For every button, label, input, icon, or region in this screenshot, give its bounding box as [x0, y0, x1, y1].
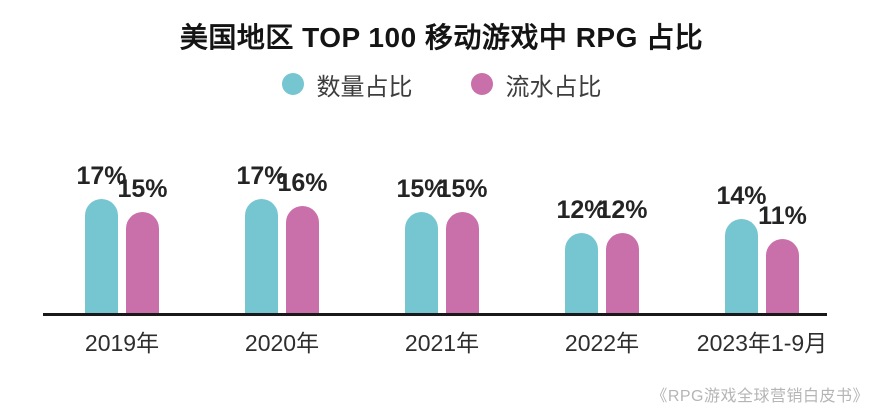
source-citation: 《RPG游戏全球营销白皮书》 [651, 388, 869, 405]
bar-quantity-share [245, 199, 278, 313]
x-axis-line: 17% 15% 17% 16% 15% 15% 12% 12% 14% 11% [43, 103, 827, 316]
x-axis-label-box: 2023年1-9月 [697, 324, 827, 358]
bar-column-revenue-share: 15% [437, 175, 488, 313]
bar-group: 14% 11% [716, 182, 807, 313]
legend-swatch-icon-quantity-share [281, 73, 304, 95]
bar-revenue-share [766, 239, 799, 313]
legend-item-revenue-share: 流水占比 [470, 67, 602, 102]
bar-revenue-share [126, 212, 159, 313]
bar-column-quantity-share: 17% [76, 162, 127, 313]
legend-swatch-icon-revenue-share [470, 73, 493, 95]
bar-revenue-share [606, 233, 639, 313]
bar-value-label: 17% [236, 162, 287, 191]
bar-quantity-share [85, 199, 118, 313]
bar-column-quantity-share: 14% [716, 182, 767, 313]
bar-column-quantity-share: 15% [396, 175, 447, 313]
legend: 数量占比 流水占比 [0, 67, 883, 102]
bar-value-label: 16% [277, 169, 328, 198]
x-axis-label-box: 2021年 [405, 324, 479, 358]
bar-value-label: 12% [556, 196, 607, 225]
bar-value-label: 15% [117, 175, 168, 204]
x-axis-label-box: 2020年 [245, 324, 319, 358]
bar-group: 12% 12% [556, 196, 648, 313]
bar-quantity-share [565, 233, 598, 313]
bar-column-revenue-share: 12% [597, 196, 648, 313]
bar-value-label: 11% [758, 202, 807, 231]
bar-column-revenue-share: 11% [758, 202, 807, 313]
chart-title: 美国地区 TOP 100 移动游戏中 RPG 占比 [179, 22, 704, 53]
x-axis-label: 2021年 [404, 330, 480, 356]
x-axis-label: 2022年 [564, 330, 640, 356]
bar-group: 17% 16% [236, 162, 328, 313]
bar-group: 15% 15% [396, 175, 488, 313]
x-axis-label: 2020年 [244, 330, 320, 356]
bar-column-revenue-share: 15% [117, 175, 168, 313]
rpg-share-chart: 美国地区 TOP 100 移动游戏中 RPG 占比 数量占比 流水占比 17% 15… [0, 16, 883, 405]
bar-value-label: 14% [716, 182, 767, 211]
legend-label-quantity-share: 数量占比 [316, 73, 413, 101]
x-axis-label: 2019年 [84, 330, 160, 356]
bar-revenue-share [286, 206, 319, 313]
x-axis-label: 2023年1-9月 [696, 330, 828, 356]
x-axis-label-box: 2019年 [85, 324, 159, 358]
bar-quantity-share [725, 219, 758, 313]
bar-quantity-share [405, 212, 438, 313]
bar-revenue-share [446, 212, 479, 313]
x-axis-labels: 2019年 2020年 2021年 2022年 2023年1-9月 [43, 324, 827, 358]
bar-column-revenue-share: 16% [277, 169, 328, 313]
plot-area: 17% 15% 17% 16% 15% 15% 12% 12% 14% 11% [43, 103, 827, 316]
bar-group: 17% 15% [76, 162, 168, 313]
bar-value-label: 12% [597, 196, 648, 225]
bar-column-quantity-share: 12% [556, 196, 607, 313]
bar-value-label: 15% [437, 175, 488, 204]
bar-column-quantity-share: 17% [236, 162, 287, 313]
bar-value-label: 15% [396, 175, 447, 204]
legend-label-revenue-share: 流水占比 [505, 73, 602, 101]
legend-item-quantity-share: 数量占比 [281, 67, 413, 102]
x-axis-label-box: 2022年 [565, 324, 639, 358]
bar-value-label: 17% [76, 162, 127, 191]
